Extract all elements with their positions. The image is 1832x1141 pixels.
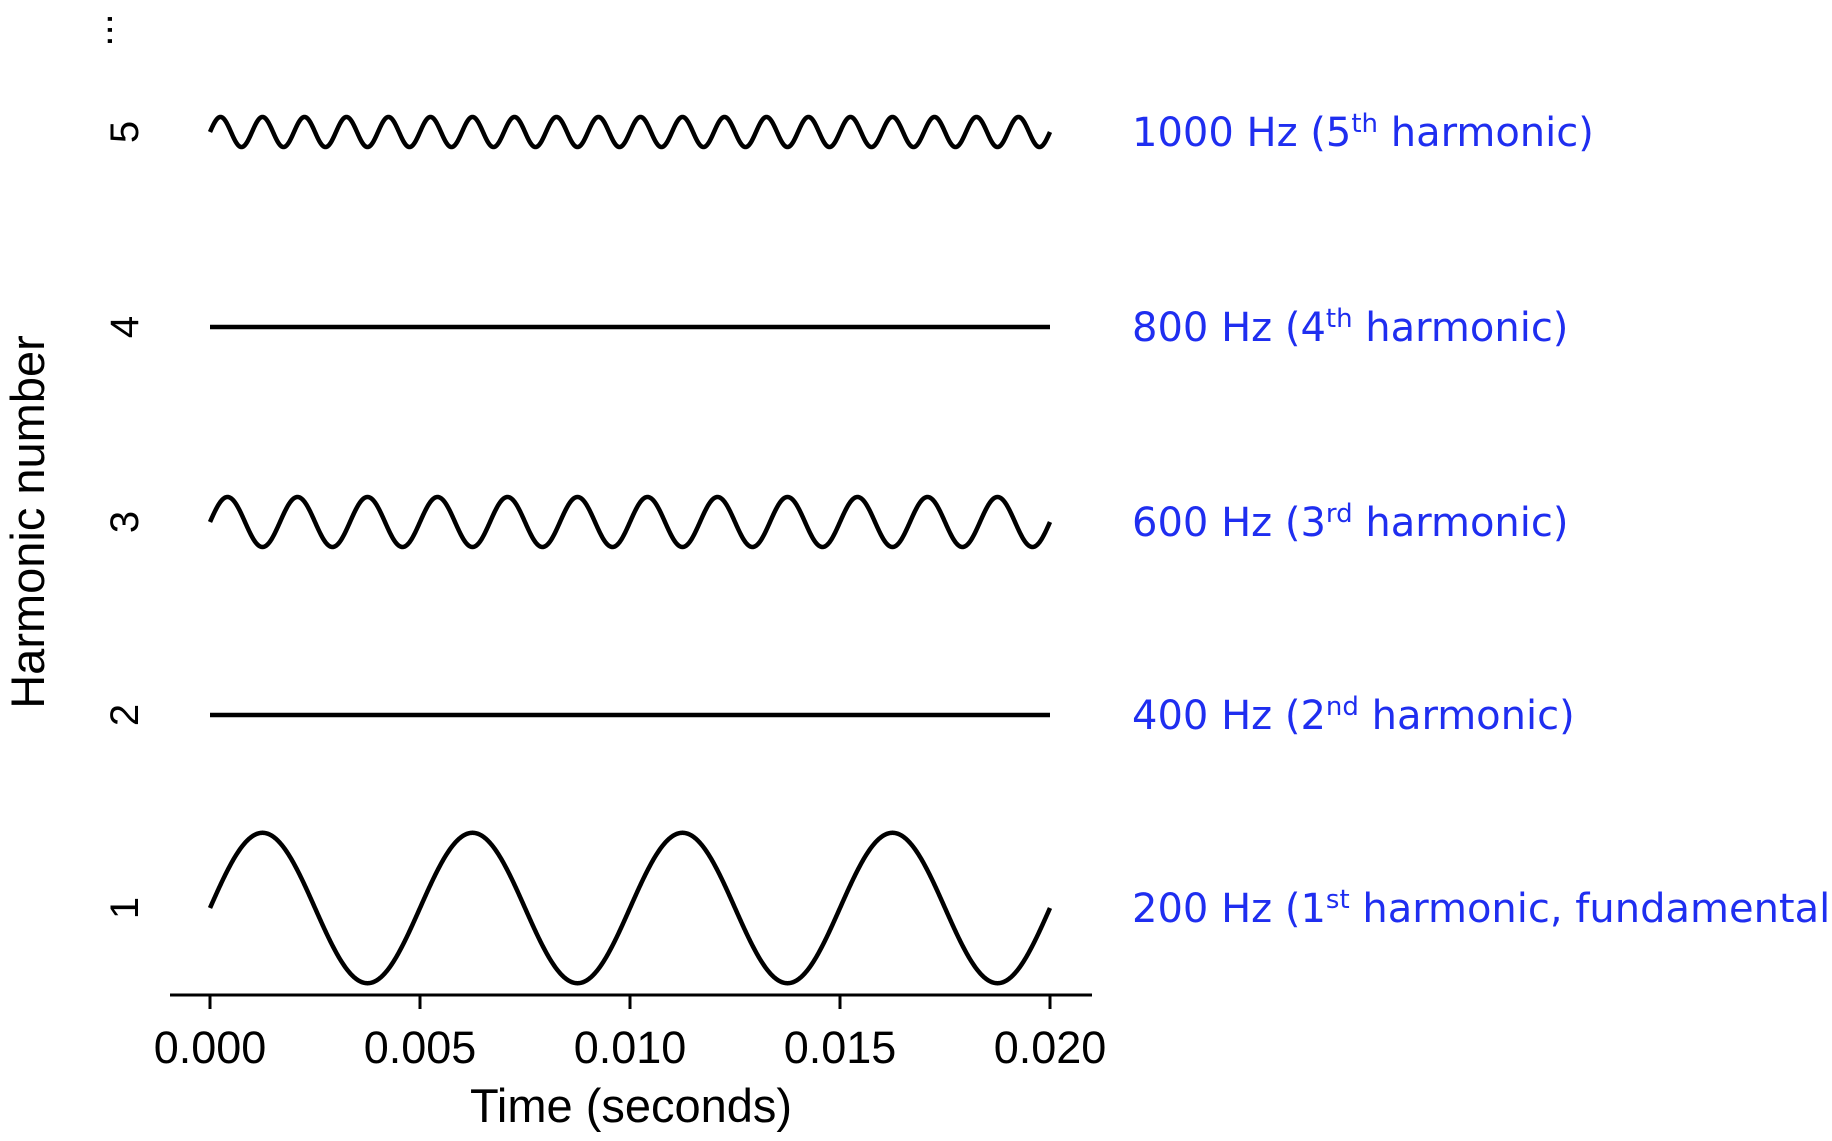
series-label-layer: 200 Hz (1st harmonic, fundamental) 400 Hz… <box>1132 109 1832 932</box>
x-tick-label: 0.000 <box>154 1022 267 1073</box>
series-layer <box>207 114 1053 986</box>
x-tick-label: 0.015 <box>784 1022 897 1073</box>
y-tick-label: 1 <box>103 897 147 919</box>
y-axis-title: Harmonic number <box>1 335 54 709</box>
x-tick-label: 0.005 <box>364 1022 477 1073</box>
harmonic-5-waveform <box>207 114 1053 150</box>
harmonic-3-label: 600 Hz (3rd harmonic) <box>1132 499 1568 546</box>
y-axis-ticks: 1 2 3 4 5 <box>103 121 147 919</box>
y-tick-label: 4 <box>103 316 147 338</box>
y-tick-label: 2 <box>103 704 147 726</box>
harmonic-3-waveform <box>207 494 1053 550</box>
y-tick-label: 5 <box>103 121 147 143</box>
harmonic-4-label: 800 Hz (4th harmonic) <box>1132 304 1568 351</box>
x-axis-ticks: 0.000 0.005 0.010 0.015 0.020 <box>154 995 1107 1073</box>
y-axis-continuation-ellipsis: ... <box>77 13 121 46</box>
harmonic-5-label: 1000 Hz (5th harmonic) <box>1132 109 1594 156</box>
y-tick-label: 3 <box>103 511 147 533</box>
harmonic-1-label: 200 Hz (1st harmonic, fundamental) <box>1132 885 1832 932</box>
x-tick-label: 0.010 <box>574 1022 687 1073</box>
x-tick-label: 0.020 <box>994 1022 1107 1073</box>
harmonic-1-waveform <box>207 830 1053 986</box>
x-axis-title: Time (seconds) <box>470 1079 792 1132</box>
harmonic-2-label: 400 Hz (2nd harmonic) <box>1132 692 1575 739</box>
